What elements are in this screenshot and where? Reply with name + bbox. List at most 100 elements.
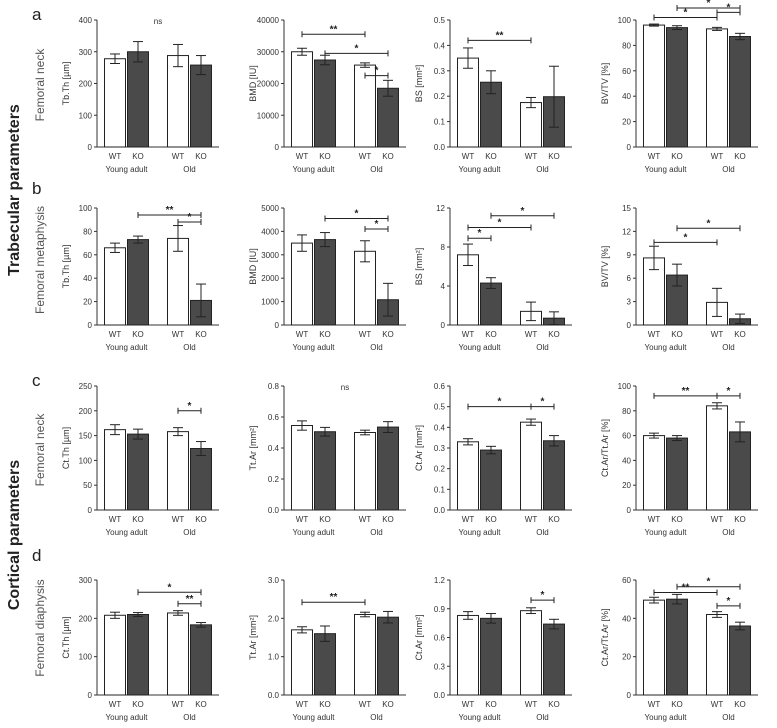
bar-young-ko [314,633,336,696]
x-category-label: KO [132,152,144,161]
x-category-label: WT [525,330,538,339]
x-category-label: KO [548,152,560,161]
age-group-label-old: Old [183,165,195,174]
x-category-label: WT [711,700,724,709]
y-tick-label: 20 [622,118,631,127]
y-tick-label: 400 [79,16,93,25]
y-tick-label: 0.6 [434,634,446,643]
age-group-label-young: Young adult [645,528,688,537]
panel-letter-d: d [32,546,41,565]
x-category-label: WT [172,330,185,339]
bar-young-ko [314,239,336,326]
bar-old-wt [520,421,542,511]
significance-label: ** [166,205,174,216]
x-category-label: KO [671,700,683,709]
significance-label: ** [682,386,690,397]
y-tick-label: 100 [79,456,93,465]
y-axis-label: BV/TV [%] [600,246,610,288]
x-category-label: WT [359,700,372,709]
x-category-label: WT [359,515,372,524]
significance-label: * [727,386,731,397]
y-tick-label: 1000 [261,298,279,307]
significance-label: * [684,232,688,243]
age-group-label-young: Young adult [293,165,336,174]
x-category-label: WT [462,515,475,524]
x-category-label: KO [485,700,497,709]
y-tick-label: 4000 [261,227,279,236]
x-category-label: KO [548,515,560,524]
x-category-label: KO [734,700,746,709]
x-category-label: WT [462,152,475,161]
chart-b2: 0 1000 2000 3000 4000 5000 BMD [IU] WT KO WT KO You… [248,204,406,352]
significance-label: * [375,219,379,230]
y-tick-label: 200 [79,614,93,623]
y-tick-label: 0.0 [434,506,446,515]
chart-b4: 0 3 6 9 12 15 BV/TV [%] WT KO WT KO Young adult Old *… [600,204,758,352]
x-category-label: KO [382,330,394,339]
y-tick-label: 0.3 [434,662,446,671]
y-tick-label: 150 [79,432,93,441]
x-category-label: WT [359,330,372,339]
y-tick-label: 8 [441,243,446,252]
y-tick-label: 1.0 [268,653,280,662]
bar-old-wt [520,102,542,148]
x-category-label: KO [382,700,394,709]
y-tick-label: 20 [622,653,631,662]
x-category-label: WT [296,515,309,524]
chart-c3: 0.0 0.1 0.2 0.3 0.4 0.5 0.6 Ct.Ar [mm²] WT KO WT KO… [414,382,572,537]
chart-a2: 0 10000 20000 30000 40000 BMD [IU] WT KO WT KO You… [248,16,406,174]
chart-a1: 0 100 200 300 400 Tb.Th [µm] WT KO WT KO Young adu… [61,16,219,174]
bar-old-wt [520,610,542,696]
chart-d4: 0 20 40 60 Ct.Ar/Tt.Ar [%] WT KO WT KO Young adul… [600,576,758,722]
bar-young-wt [643,435,665,511]
bar-young-ko [127,239,149,326]
significance-label: * [498,218,502,229]
x-category-label: WT [711,515,724,524]
age-group-label-young: Young adult [293,343,336,352]
y-tick-label: 0.5 [434,403,446,412]
y-axis-label: Tb.Th [µm] [61,245,71,289]
age-group-label-young: Young adult [459,165,502,174]
x-category-label: KO [195,515,207,524]
y-tick-label: 200 [79,407,93,416]
age-group-label-old: Old [370,528,382,537]
bar-old-wt [167,612,189,696]
y-tick-label: 0.6 [434,382,446,391]
y-tick-label: 0 [275,321,280,330]
y-tick-label: 40000 [257,16,280,25]
row-site-label-a: Femoral neck [33,48,47,122]
significance-label: ** [330,24,338,35]
x-category-label: WT [296,152,309,161]
bar-old-ko [190,64,212,148]
y-tick-label: 0.0 [268,506,280,515]
y-tick-label: 0.0 [434,143,446,152]
bar-old-ko [729,625,751,696]
x-category-label: KO [319,152,331,161]
y-tick-label: 0.0 [268,691,280,700]
y-axis-label: Ct.Ar/Tt.Ar [%] [600,608,610,666]
x-category-label: KO [671,330,683,339]
age-group-label-old: Old [183,528,195,537]
y-tick-label: 1.2 [434,576,446,585]
x-category-label: WT [359,152,372,161]
significance-label: * [541,590,545,601]
x-category-label: WT [711,330,724,339]
age-group-label-young: Young adult [106,713,149,722]
ns-note: ns [341,383,349,392]
bar-young-wt [457,57,479,148]
x-category-label: WT [109,515,122,524]
x-category-label: KO [734,152,746,161]
panel-letter-b: b [32,179,41,198]
y-tick-label: 20000 [257,80,280,89]
y-axis-label: Ct.Ar [mm²] [414,425,424,471]
x-category-label: WT [648,700,661,709]
age-group-label-young: Young adult [459,528,502,537]
significance-label: * [188,401,192,412]
age-group-label-young: Young adult [293,713,336,722]
bar-young-ko [314,431,336,511]
significance-label: * [355,43,359,54]
significance-label: * [707,577,711,588]
x-category-label: WT [172,515,185,524]
age-group-label-old: Old [722,165,734,174]
